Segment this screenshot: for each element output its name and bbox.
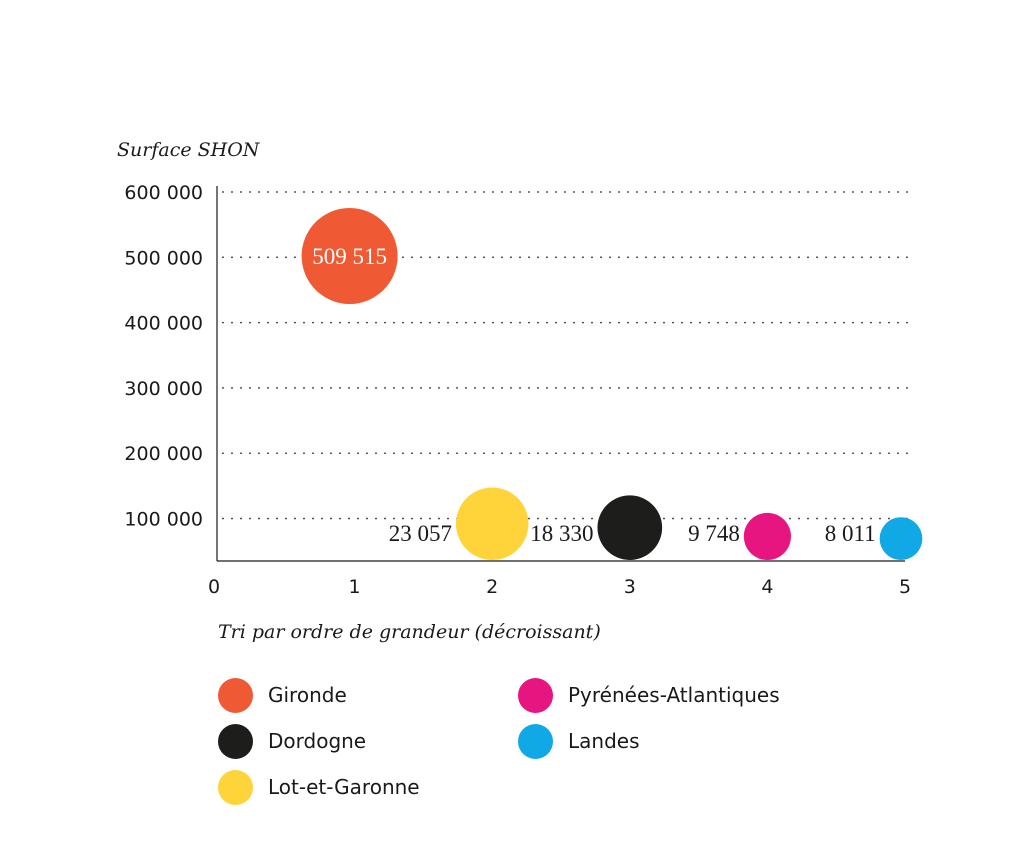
legend: Gironde Pyrénées-Atlantiques Dordogne La… — [218, 676, 858, 806]
legend-swatch-dordogne — [218, 723, 253, 759]
legend-label-pyrenees-atlantiques: Pyrénées-Atlantiques — [568, 683, 780, 707]
legend-label-gironde: Gironde — [268, 683, 347, 707]
legend-label-dordogne: Dordogne — [268, 729, 367, 753]
x-tick-label: 2 — [486, 576, 498, 598]
bubble-gironde — [301, 208, 398, 304]
x-tick-label: 5 — [899, 576, 911, 598]
legend-item-landes: Landes — [518, 722, 818, 760]
legend-swatch-landes — [518, 723, 553, 759]
y-tick-label: 300 000 — [124, 378, 203, 400]
x-tick-label: 1 — [349, 576, 361, 598]
x-tick-label: 4 — [761, 576, 773, 598]
y-axis-title: Surface SHON — [117, 139, 261, 161]
y-tick-label: 200 000 — [124, 443, 203, 465]
legend-item-dordogne: Dordogne — [218, 722, 518, 760]
y-tick-label: 400 000 — [124, 313, 203, 335]
legend-swatch-gironde — [218, 677, 253, 713]
x-tick-label: 0 — [208, 576, 220, 598]
legend-swatch-pyrenees-atlantiques — [518, 677, 553, 713]
bubble-lot-et-garonne — [455, 487, 529, 560]
bubble-pyrenees-atlantiques — [743, 512, 791, 561]
x-tick-label: 3 — [624, 576, 636, 598]
legend-swatch-lot-et-garonne — [218, 769, 253, 805]
data-label-dordogne: 18 330 — [530, 521, 593, 546]
x-axis-title: Tri par ordre de grandeur (décroissant) — [218, 621, 601, 643]
y-tick-label: 600 000 — [124, 182, 203, 204]
bubble-landes — [879, 517, 923, 560]
legend-item-gironde: Gironde — [218, 676, 518, 714]
legend-label-lot-et-garonne: Lot-et-Garonne — [268, 775, 420, 799]
data-label-landes: 8 011 — [825, 521, 876, 546]
y-tick-label: 500 000 — [124, 247, 203, 269]
legend-item-lot-et-garonne: Lot-et-Garonne — [218, 768, 518, 806]
data-label-lot-et-garonne: 23 057 — [389, 521, 452, 546]
y-tick-label: 100 000 — [124, 509, 203, 531]
data-label-pyrenees-atlantiques: 9 748 — [688, 521, 740, 546]
legend-item-pyrenees-atlantiques: Pyrénées-Atlantiques — [518, 676, 818, 714]
bubble-dordogne — [597, 495, 663, 560]
data-label-gironde: 509 515 — [312, 244, 387, 269]
legend-label-landes: Landes — [568, 729, 640, 753]
